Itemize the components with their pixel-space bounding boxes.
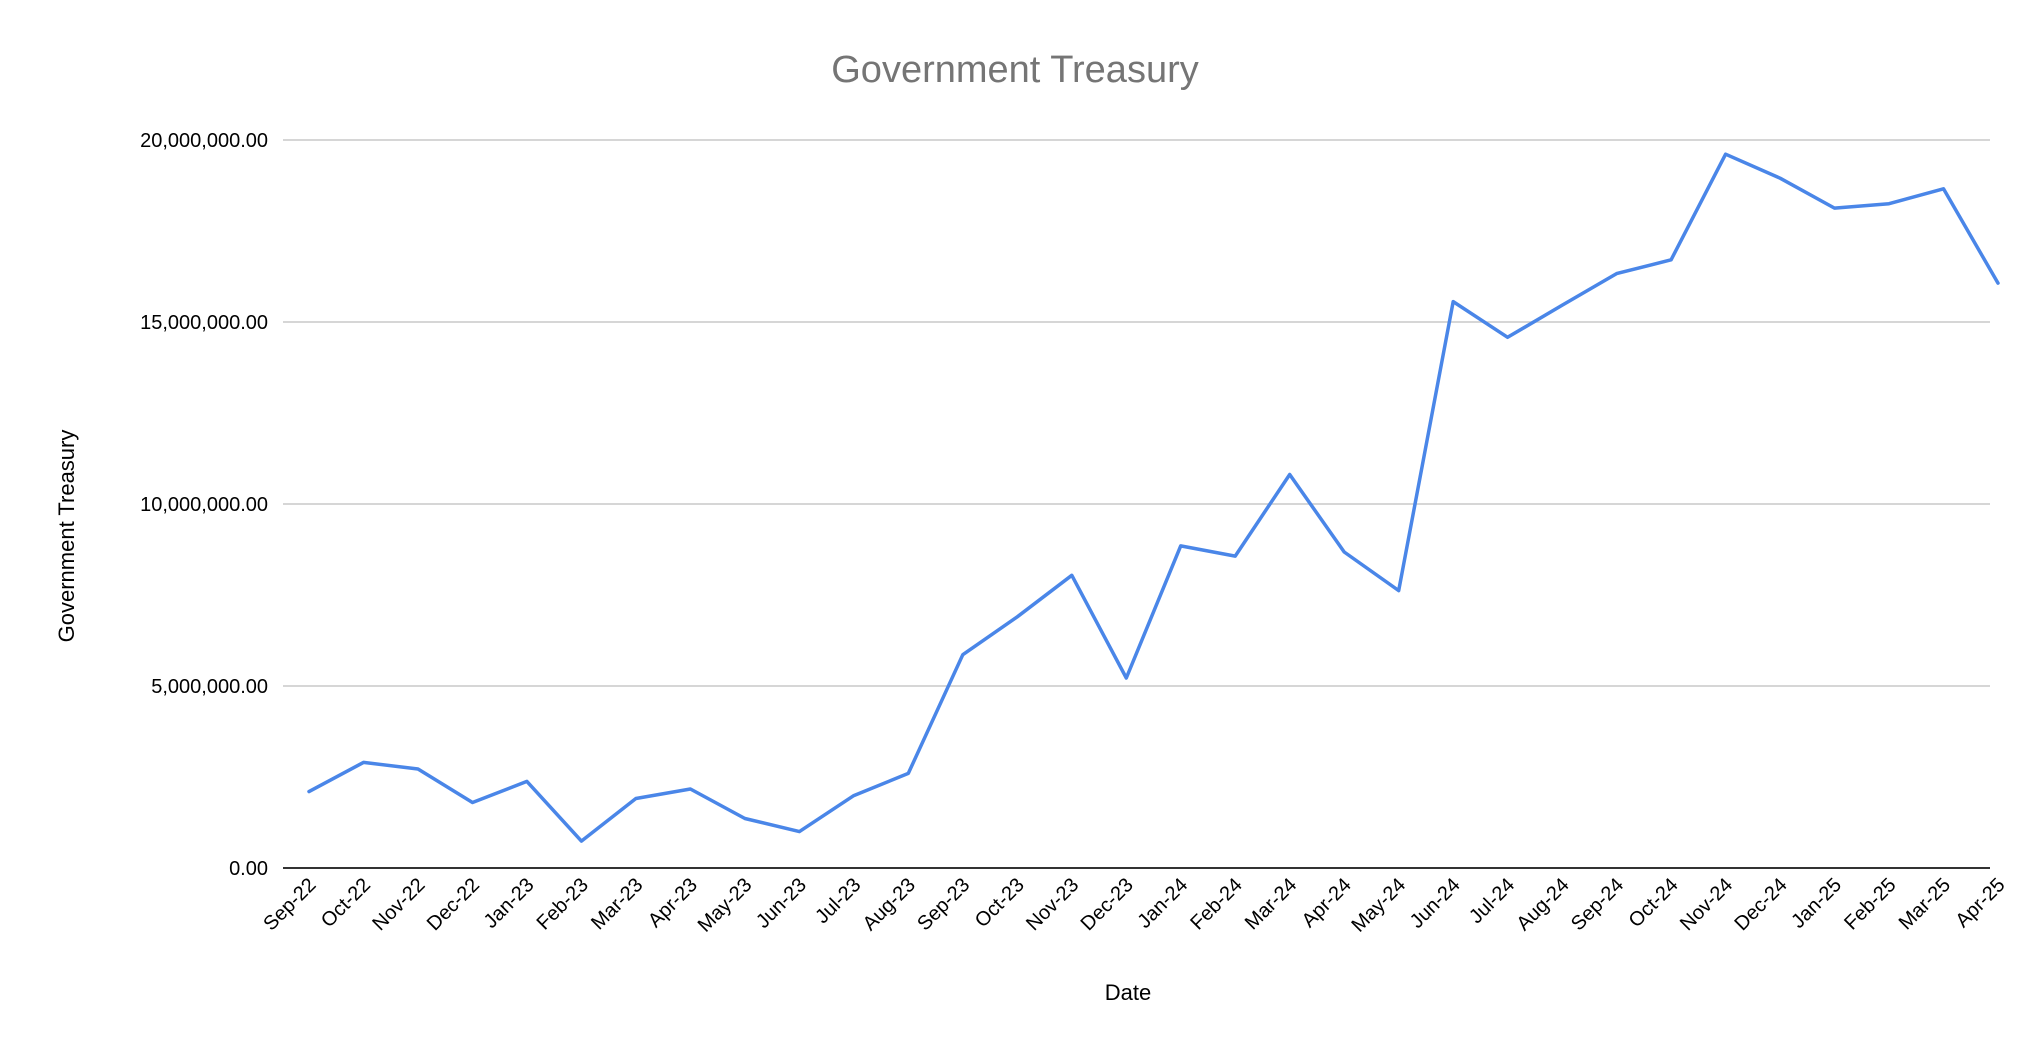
x-tick-label: Mar-25 bbox=[1895, 874, 1955, 934]
chart-title: Government Treasury bbox=[831, 49, 1198, 91]
x-tick-label: Oct-23 bbox=[971, 874, 1029, 932]
x-tick-label: Jul-24 bbox=[1465, 874, 1519, 928]
x-tick-label: Oct-24 bbox=[1625, 874, 1683, 932]
x-tick-label: Oct-22 bbox=[317, 874, 375, 932]
x-tick-label: Dec-23 bbox=[1077, 874, 1138, 935]
x-tick-label: Jan-23 bbox=[480, 874, 539, 933]
x-tick-label: Sep-23 bbox=[913, 874, 974, 935]
x-tick-label: Dec-22 bbox=[423, 874, 484, 935]
y-tick-label: 20,000,000.00 bbox=[140, 130, 268, 152]
y-tick-label: 10,000,000.00 bbox=[140, 494, 268, 516]
y-tick-label: 15,000,000.00 bbox=[140, 312, 268, 334]
x-tick-label: Feb-25 bbox=[1840, 874, 1900, 934]
x-tick-label: Jun-23 bbox=[752, 874, 811, 933]
y-axis-label: Government Treasury bbox=[54, 430, 79, 643]
x-tick-label: Aug-23 bbox=[859, 874, 920, 935]
x-tick-label: Mar-24 bbox=[1241, 874, 1301, 934]
x-axis-label: Date bbox=[1105, 980, 1151, 1005]
series-group bbox=[307, 152, 2000, 843]
x-tick-label: Dec-24 bbox=[1730, 874, 1791, 935]
gridlines bbox=[283, 139, 1990, 869]
x-tick-label: Jul-23 bbox=[811, 874, 865, 928]
x-tick-label: Nov-23 bbox=[1022, 874, 1083, 935]
x-axis-ticks: Sep-22Oct-22Nov-22Dec-22Jan-23Feb-23Mar-… bbox=[259, 874, 2009, 937]
x-tick-label: Jan-24 bbox=[1133, 874, 1192, 933]
x-tick-label: Mar-23 bbox=[587, 874, 647, 934]
x-tick-label: Feb-23 bbox=[533, 874, 593, 934]
x-tick-label: May-24 bbox=[1347, 874, 1410, 937]
x-tick-label: Nov-24 bbox=[1676, 874, 1737, 935]
y-tick-label: 5,000,000.00 bbox=[151, 676, 268, 698]
x-tick-label: Jan-25 bbox=[1787, 874, 1846, 933]
x-tick-label: Nov-22 bbox=[368, 874, 429, 935]
x-tick-label: Apr-23 bbox=[644, 874, 702, 932]
x-tick-label: May-23 bbox=[694, 874, 757, 937]
x-tick-label: Sep-22 bbox=[259, 874, 320, 935]
x-tick-label: Apr-24 bbox=[1298, 874, 1356, 932]
x-tick-label: Feb-24 bbox=[1186, 874, 1246, 934]
x-tick-label: Aug-24 bbox=[1512, 874, 1573, 935]
x-tick-label: Jun-24 bbox=[1406, 874, 1465, 933]
x-tick-label: Apr-25 bbox=[1952, 874, 2010, 932]
y-axis-ticks: 0.00 5,000,000.00 10,000,000.00 15,000,000.… bbox=[140, 130, 268, 880]
series-line bbox=[307, 152, 2000, 843]
y-tick-label: 0.00 bbox=[229, 858, 268, 880]
x-tick-label: Sep-24 bbox=[1567, 874, 1628, 935]
